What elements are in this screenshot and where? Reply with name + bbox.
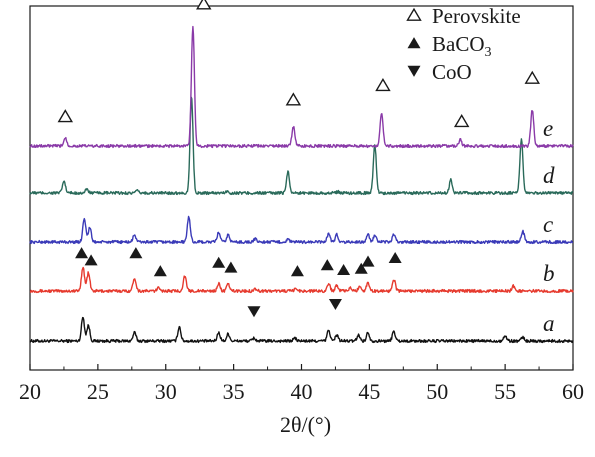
baco3-marker <box>361 255 375 267</box>
legend-label-perovskite: Perovskite <box>432 4 521 28</box>
baco3-marker <box>354 262 368 274</box>
series-line-c <box>29 215 574 245</box>
x-tick-label: 35 <box>223 379 245 404</box>
series-line-b <box>29 266 574 294</box>
series-group <box>29 25 574 344</box>
x-axis-title: 2θ/(°) <box>280 412 331 437</box>
x-tick-label: 25 <box>87 379 109 404</box>
legend-label-text: CoO <box>432 60 472 84</box>
series-line-e <box>29 25 574 149</box>
x-tick-label: 50 <box>426 379 448 404</box>
curve-label-e: e <box>543 116 553 141</box>
coo-marker <box>247 306 261 318</box>
baco3-marker <box>212 256 226 268</box>
baco3-marker <box>129 247 143 259</box>
legend-marker-baco3 <box>407 37 421 49</box>
baco3-marker <box>75 247 89 259</box>
x-tick-label: 30 <box>155 379 177 404</box>
curve-label-c: c <box>543 212 553 237</box>
perovskite-marker <box>57 109 74 123</box>
legend-marker-perovskite <box>406 7 422 21</box>
coo-marker <box>328 299 342 311</box>
series-line-d <box>29 96 574 196</box>
curve-label-a: a <box>543 311 555 336</box>
baco3-marker <box>320 259 334 271</box>
x-tick-label: 55 <box>494 379 516 404</box>
plot-frame <box>29 5 574 371</box>
x-tick-label: 60 <box>562 379 584 404</box>
series-line-a <box>29 316 574 344</box>
x-tick-label: 20 <box>19 379 41 404</box>
baco3-marker <box>224 261 238 273</box>
legend-label-baco3: BaCO3 <box>432 32 492 60</box>
perovskite-marker <box>196 0 212 10</box>
x-tick-label: 45 <box>358 379 380 404</box>
perovskite-marker <box>453 113 470 128</box>
baco3-marker <box>388 251 402 263</box>
legend-marker-coo <box>407 65 421 77</box>
legend-label-coo: CoO <box>432 60 472 84</box>
perovskite-marker <box>524 70 540 84</box>
baco3-marker <box>337 263 351 275</box>
perovskite-marker <box>375 77 391 92</box>
x-axis-ticks <box>29 364 574 370</box>
legend-label-text: BaCO <box>432 32 485 56</box>
curve-label-b: b <box>543 261 555 286</box>
perovskite-marker <box>285 92 302 106</box>
baco3-marker <box>290 265 304 277</box>
phase-markers <box>57 0 540 318</box>
legend-label-subscript: 3 <box>485 45 492 60</box>
curve-label-d: d <box>543 163 555 188</box>
x-tick-label: 40 <box>291 379 313 404</box>
x-axis-tick-labels: 20 25 30 35 40 45 50 55 60 <box>19 379 584 404</box>
baco3-marker <box>84 254 98 266</box>
plot-border <box>29 5 574 371</box>
baco3-marker <box>153 265 167 277</box>
legend-label-text: Perovskite <box>432 4 521 28</box>
